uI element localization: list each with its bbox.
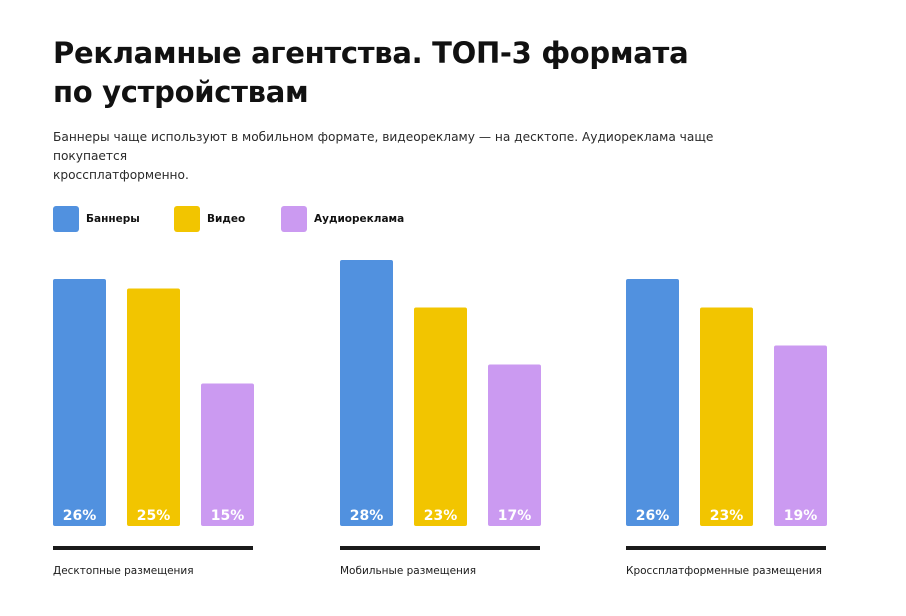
legend-swatch-banners — [53, 206, 79, 232]
bar-crossplatform-audio — [774, 345, 827, 526]
bar-mobile-video — [414, 307, 467, 526]
bar-crossplatform-video — [700, 307, 753, 526]
category-label-crossplatform: Кроссплатформенные размещения — [626, 565, 822, 577]
chart-subtitle-line-2: кроссплатформенно. — [53, 168, 189, 182]
bar-crossplatform-banners — [626, 279, 679, 526]
chart-subtitle: Баннеры чаще используют в мобильном форм… — [53, 128, 763, 185]
bar-group-desktop: 26% 25% 15% Десктопные размещения — [53, 279, 254, 577]
bar-desktop-audio — [201, 383, 254, 526]
bar-value-label-mobile-banners: 28% — [350, 508, 384, 524]
bar-mobile-audio — [488, 364, 541, 526]
legend-label-audio: Аудиореклама — [314, 213, 405, 225]
bar-value-label-crossplatform-audio: 19% — [784, 508, 818, 524]
bar-value-label-crossplatform-video: 23% — [710, 508, 744, 524]
axis-line-mobile — [340, 546, 540, 550]
bar-desktop-banners — [53, 279, 106, 526]
category-label-desktop: Десктопные размещения — [53, 565, 194, 577]
axis-line-desktop — [53, 546, 253, 550]
axis-line-crossplatform — [626, 546, 826, 550]
chart-subtitle-line-1: Баннеры чаще используют в мобильном форм… — [53, 130, 714, 163]
legend-swatch-audio — [281, 206, 307, 232]
chart-title-line-2: по устройствам — [53, 75, 309, 109]
bar-value-label-crossplatform-banners: 26% — [636, 508, 670, 524]
chart-title: Рекламные агентства. ТОП-3 формата по ус… — [53, 34, 873, 112]
bar-group-mobile: 28% 23% 17% Мобильные размещения — [340, 260, 541, 577]
legend-swatch-video — [174, 206, 200, 232]
bar-value-label-mobile-video: 23% — [424, 508, 458, 524]
bar-value-label-desktop-banners: 26% — [63, 508, 97, 524]
bar-value-label-desktop-audio: 15% — [211, 508, 245, 524]
bar-value-label-mobile-audio: 17% — [498, 508, 532, 524]
bar-mobile-banners — [340, 260, 393, 526]
legend-label-banners: Баннеры — [86, 213, 140, 225]
chart-title-line-1: Рекламные агентства. ТОП-3 формата — [53, 36, 689, 70]
bar-group-crossplatform: 26% 23% 19% Кроссплатформенные размещения — [626, 279, 827, 577]
legend-label-video: Видео — [207, 213, 246, 225]
bar-value-label-desktop-video: 25% — [137, 508, 171, 524]
category-label-mobile: Мобильные размещения — [340, 565, 476, 577]
bar-desktop-video — [127, 288, 180, 526]
